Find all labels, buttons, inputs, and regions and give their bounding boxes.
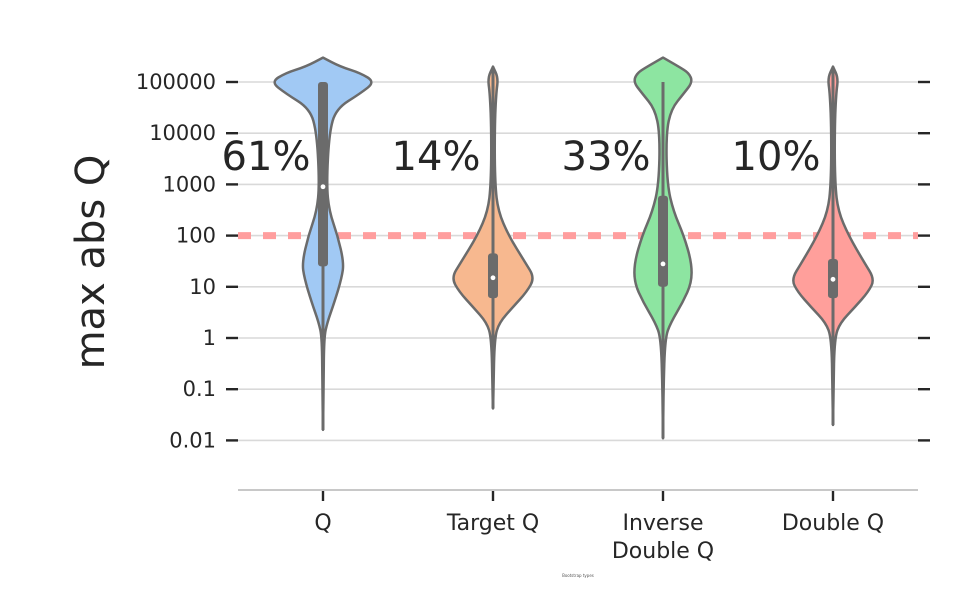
violins — [273, 56, 874, 440]
violin-median-dot — [830, 276, 836, 282]
violin-median-dot — [320, 184, 326, 190]
violin-iqr-box — [658, 195, 668, 287]
violin-median-dot — [490, 275, 496, 281]
category-label: Target Q — [446, 511, 539, 536]
category-label: Double Q — [782, 511, 884, 536]
y-tick-label: 0.01 — [169, 428, 216, 452]
grid-lines — [238, 81, 918, 442]
y-tick-label: 10000 — [149, 121, 216, 145]
y-tick-label: 100 — [176, 224, 216, 248]
y-axis-ticks: 100000 10000 1000 100 10 1 0.1 0.01 — [136, 70, 930, 452]
percent-label: 14% — [392, 134, 481, 180]
category-label: Q — [314, 511, 331, 536]
percent-label: 10% — [732, 134, 821, 180]
category-label: Double Q — [612, 539, 714, 564]
x-axis-small-title: Bootstrap types — [562, 573, 594, 578]
y-tick-label: 1000 — [163, 172, 216, 196]
y-tick-label: 0.1 — [183, 377, 216, 401]
violin-iqr-box — [318, 82, 328, 267]
y-tick-label: 1 — [203, 326, 216, 350]
y-axis-title: max abs Q — [68, 155, 114, 370]
y-tick-label: 100000 — [136, 70, 216, 94]
violin-median-dot — [660, 261, 666, 267]
labels: 61% Q 14% Target Q 33% Inverse Double Q 10% Doub… — [222, 134, 885, 564]
percent-label: 61% — [222, 134, 311, 180]
y-tick-label: 10 — [189, 275, 216, 299]
category-label: Inverse — [622, 511, 703, 536]
percent-label: 33% — [562, 134, 651, 180]
